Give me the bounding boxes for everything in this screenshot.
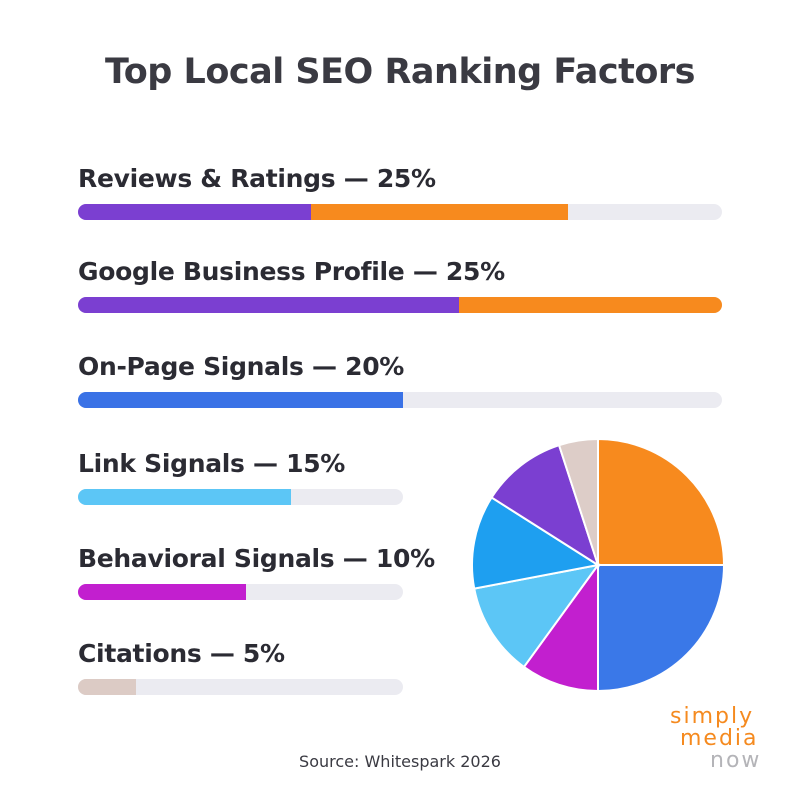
bar-label: On-Page Signals — 20%: [78, 352, 405, 381]
bar-fill: [78, 489, 291, 505]
factor-google-business-profile: Google Business Profile — 25%: [78, 257, 722, 313]
factor-link-signals: Link Signals — 15%: [78, 449, 403, 505]
bar-segment-orange: [311, 204, 568, 220]
brand-logo: simply media now: [670, 706, 790, 772]
source-caption: Source: Whitespark 2026: [299, 752, 501, 771]
bar-label: Reviews & Ratings — 25%: [78, 164, 436, 193]
pie-chart-svg: [471, 437, 726, 693]
pie-chart: [470, 437, 726, 693]
bar-label: Link Signals — 15%: [78, 449, 346, 478]
bar-fill: [78, 392, 403, 408]
bar-track: [78, 584, 403, 600]
pie-slice-3: [522, 561, 599, 693]
bar-label: Citations — 5%: [78, 639, 285, 668]
pie-slice-7: [557, 437, 599, 566]
pie-slice-1: [597, 437, 726, 566]
bar-segment-orange: [459, 297, 722, 313]
bar-track: [78, 204, 722, 220]
bar-label: Google Business Profile — 25%: [78, 257, 505, 286]
factor-reviews-ratings: Reviews & Ratings — 25%: [78, 164, 722, 220]
bar-label: Behavioral Signals — 10%: [78, 544, 435, 573]
pie-slice-2: [597, 564, 726, 693]
logo-line-2: media: [680, 726, 759, 751]
factor-citations: Citations — 5%: [78, 639, 403, 695]
bar-fill: [78, 679, 136, 695]
factor-behavioral-signals: Behavioral Signals — 10%: [78, 544, 435, 600]
bar-fill: [78, 584, 246, 600]
pie-slice-5: [471, 496, 601, 590]
bar-track: [78, 679, 403, 695]
pie-slice-6: [490, 443, 600, 568]
bar-segment-purple: [78, 204, 311, 220]
pie-slice-4: [473, 563, 601, 669]
bar-track: [78, 392, 722, 408]
chart-title: Top Local SEO Ranking Factors: [105, 52, 695, 92]
logo-line-3: now: [710, 748, 762, 773]
factor-on-page-signals: On-Page Signals — 20%: [78, 352, 722, 408]
logo-line-1: simply: [670, 704, 755, 729]
bar-segment-purple: [78, 297, 459, 313]
bar-track: [78, 489, 403, 505]
bar-track: [78, 297, 722, 313]
